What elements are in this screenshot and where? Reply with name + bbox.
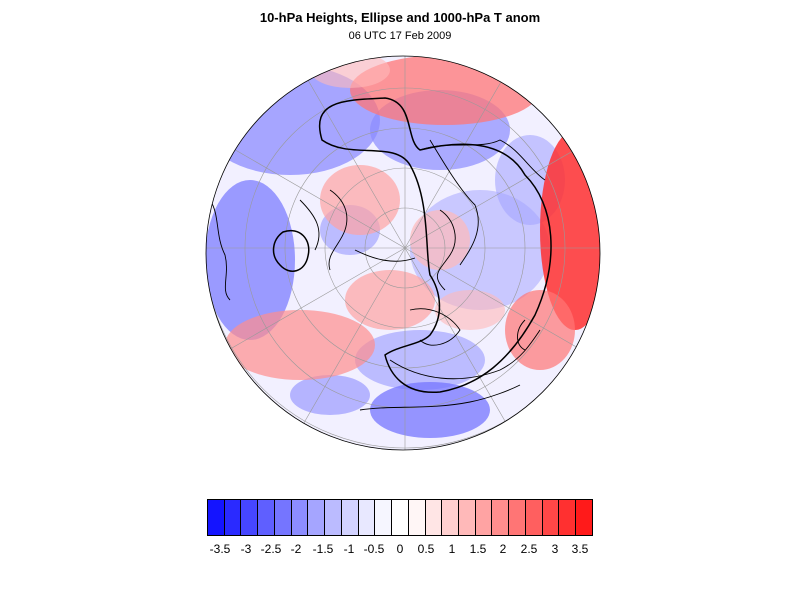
colorbar-cell bbox=[492, 500, 510, 535]
map-subtitle: 06 UTC 17 Feb 2009 bbox=[348, 30, 452, 42]
globe-border bbox=[205, 55, 601, 451]
colorbar-cell bbox=[542, 500, 560, 535]
colorbar-tick-label: 1.5 bbox=[469, 542, 487, 556]
colorbar-cell bbox=[442, 500, 460, 535]
colorbar-tick-label: -3.5 bbox=[209, 542, 231, 556]
colorbar-tick-label: 1 bbox=[448, 542, 456, 556]
colorbar-tick-label: -1.5 bbox=[312, 542, 334, 556]
colorbar-tick-label: 0.5 bbox=[417, 542, 435, 556]
colorbar-tick-label: -3 bbox=[240, 542, 252, 556]
colorbar-tick-label: 3.5 bbox=[571, 542, 589, 556]
colorbar-cell bbox=[576, 500, 592, 535]
map-title: 10-hPa Heights, Ellipse and 1000-hPa T a… bbox=[259, 10, 541, 25]
colorbar-cell bbox=[408, 500, 426, 535]
ellipse-contour bbox=[272, 97, 552, 393]
colorbar-cell bbox=[375, 500, 393, 535]
colorbar-cell bbox=[459, 500, 476, 535]
colorbar-tick-label: 2 bbox=[499, 542, 507, 556]
colorbar-cell bbox=[358, 500, 376, 535]
colorbar-tick-label: -2 bbox=[290, 542, 302, 556]
colorbar-cell bbox=[559, 500, 577, 535]
colorbar-cell bbox=[258, 500, 275, 535]
colorbar-tick-label: -0.5 bbox=[363, 542, 385, 556]
colorbar-tick-label: 0 bbox=[396, 542, 404, 556]
anomaly-field bbox=[206, 56, 600, 450]
colorbar-cell bbox=[525, 500, 543, 535]
colorbar-cell bbox=[425, 500, 443, 535]
colorbar-tick-label: 3 bbox=[551, 542, 559, 556]
colorbar-cell bbox=[341, 500, 359, 535]
colorbar-tick-label: -1 bbox=[343, 542, 355, 556]
colorbar-tick-label: -2.5 bbox=[260, 542, 282, 556]
colorbar-cell bbox=[509, 500, 526, 535]
colorbar bbox=[207, 499, 593, 536]
colorbar-cell bbox=[291, 500, 309, 535]
colorbar-cell bbox=[308, 500, 326, 535]
graticule bbox=[206, 56, 600, 450]
colorbar-cell bbox=[325, 500, 342, 535]
colorbar-tick-label: 2.5 bbox=[520, 542, 538, 556]
colorbar-cell bbox=[274, 500, 292, 535]
colorbar-cell bbox=[392, 500, 409, 535]
colorbar-cell bbox=[475, 500, 493, 535]
colorbar-labels: -3.5 -3 -2.5 -2 -1.5 -1 -0.5 0 0.5 1 1.5 2 2.5 3 3.5 bbox=[0, 542, 800, 560]
colorbar-cell bbox=[208, 500, 225, 535]
colorbar-cell bbox=[241, 500, 259, 535]
colorbar-cell bbox=[224, 500, 242, 535]
